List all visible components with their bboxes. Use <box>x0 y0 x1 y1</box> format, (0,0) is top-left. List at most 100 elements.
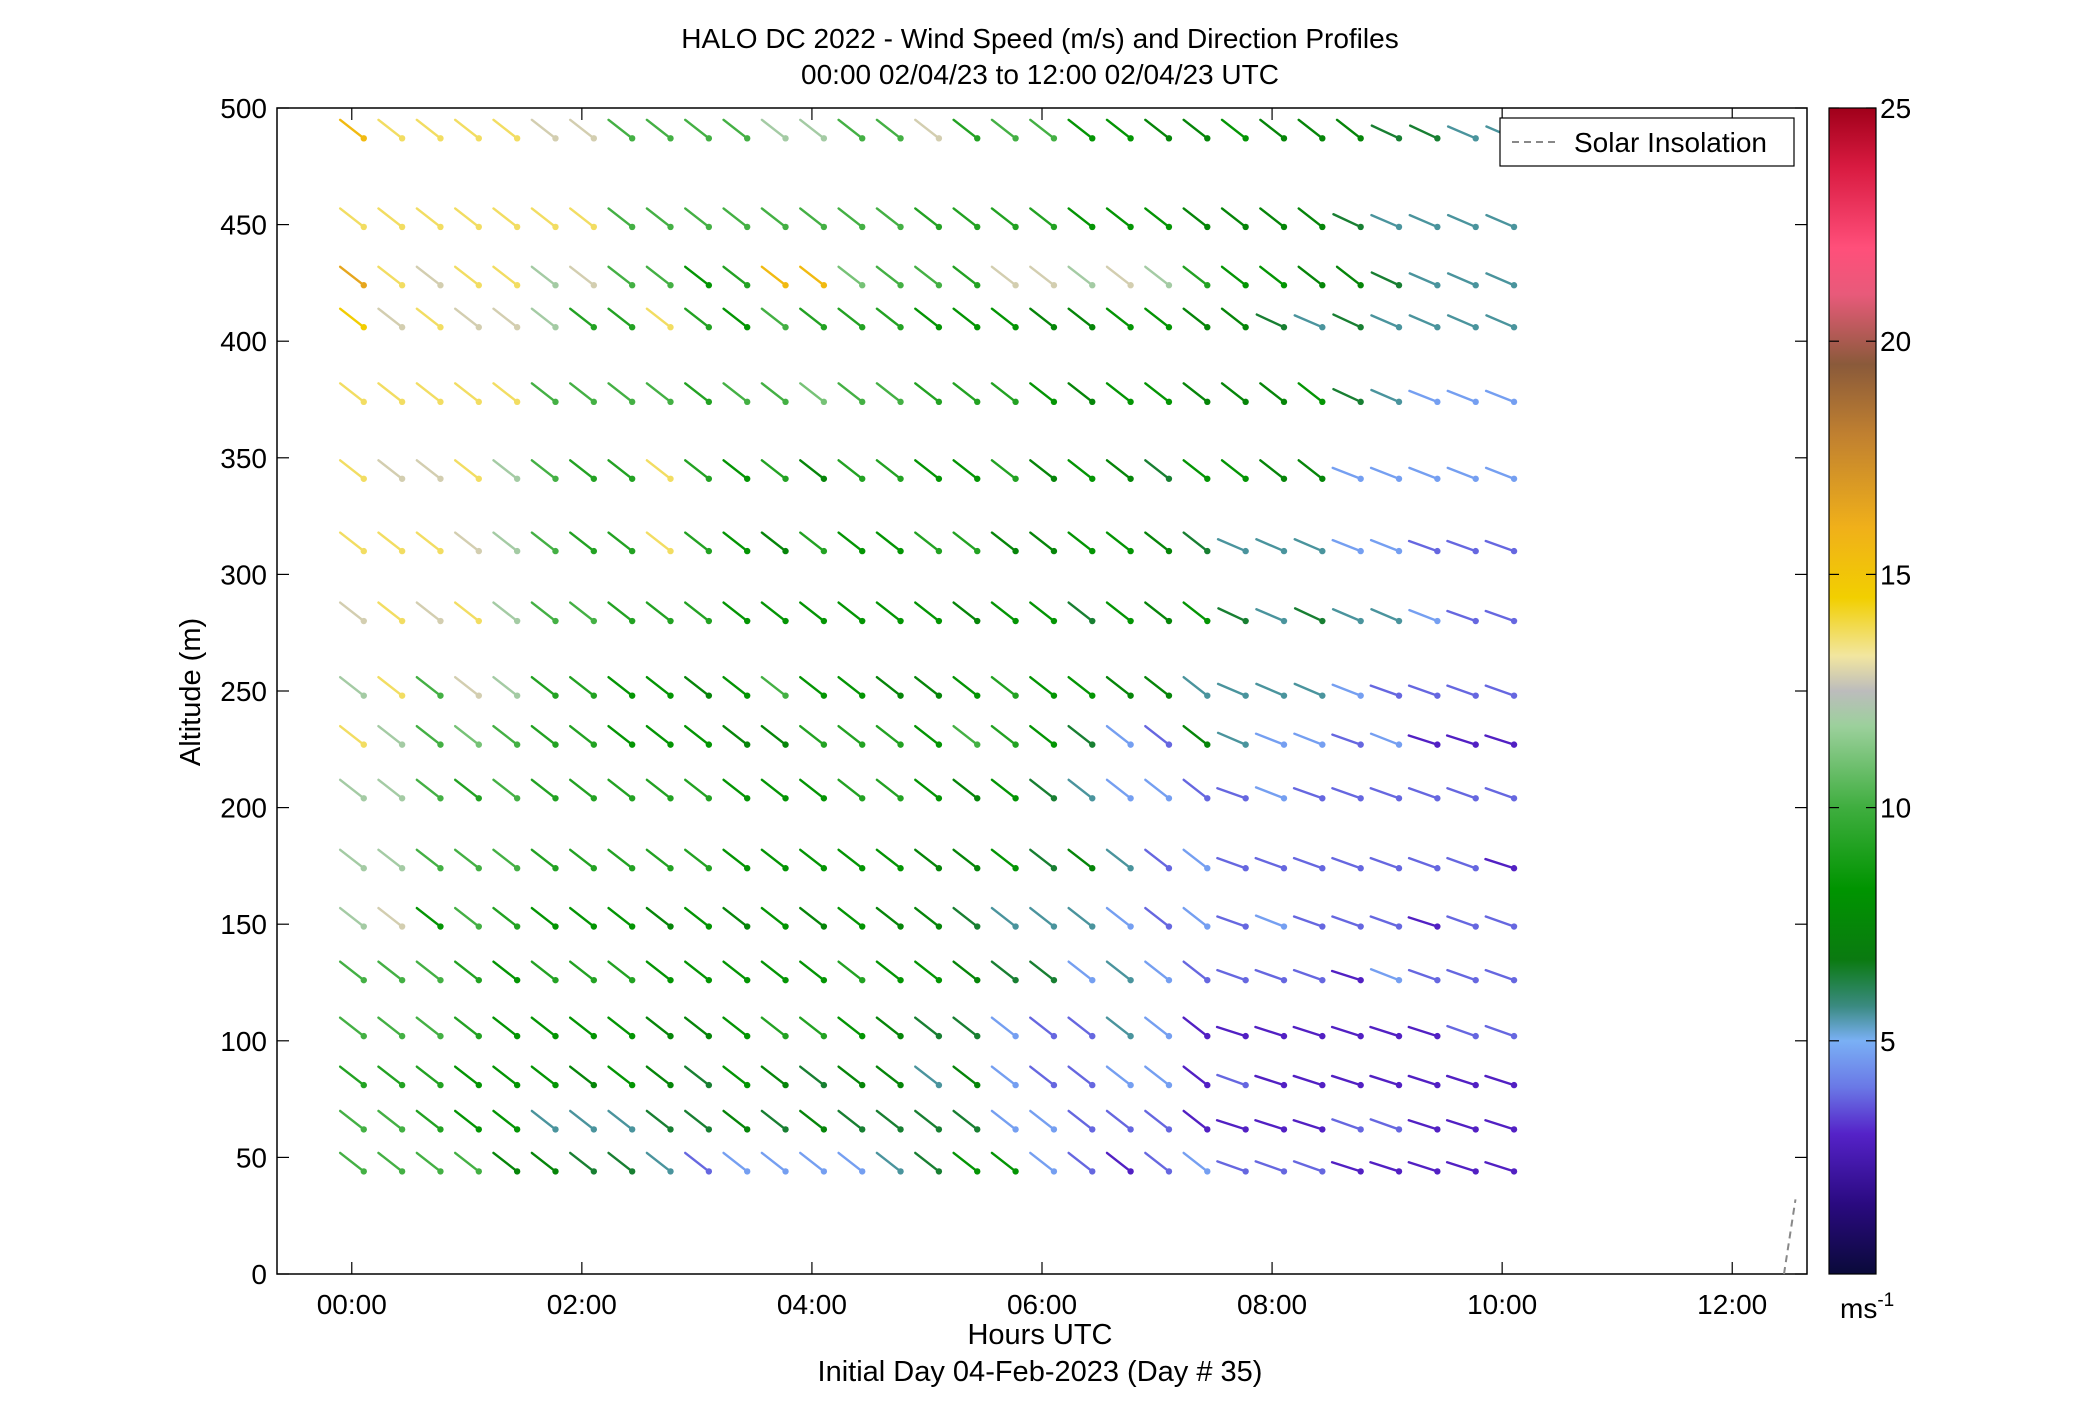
wind-vector-head <box>859 1168 866 1175</box>
wind-vector <box>338 382 365 404</box>
wind-vector-head <box>782 324 789 331</box>
wind-vector <box>1216 682 1247 697</box>
wind-vector-head <box>1395 1126 1403 1133</box>
wind-vector-head <box>1357 135 1364 142</box>
wind-vector <box>492 1109 519 1131</box>
wind-vector-head <box>1395 617 1403 625</box>
wind-vector-head <box>859 282 866 289</box>
wind-vector <box>1029 675 1056 697</box>
wind-vector <box>1144 307 1171 329</box>
wind-vector-head <box>1472 976 1479 984</box>
wind-vector-head <box>705 223 713 231</box>
wind-vector-head <box>552 1032 559 1040</box>
wind-vector-head <box>1089 324 1096 331</box>
wind-vector-head <box>897 135 904 142</box>
wind-vector-head <box>590 1126 598 1133</box>
wind-vector-head <box>1280 741 1288 748</box>
wind-vector <box>1292 915 1324 928</box>
wind-vector-head <box>1242 976 1249 984</box>
wind-vector-head <box>360 547 367 555</box>
wind-vector <box>684 906 711 928</box>
wind-vector-head <box>820 923 828 930</box>
wind-vector <box>837 459 864 480</box>
wind-vector-head <box>743 547 751 555</box>
wind-vector <box>722 118 749 140</box>
wind-vector <box>1182 675 1209 697</box>
wind-vector <box>1446 389 1477 404</box>
wind-vector <box>645 1065 672 1087</box>
wind-vector <box>1484 1024 1516 1038</box>
wind-vector <box>1254 1074 1286 1087</box>
wind-vector-head <box>897 223 904 231</box>
wind-vector <box>799 778 826 800</box>
wind-vector-head <box>1050 617 1058 625</box>
wind-vector-head <box>398 923 406 930</box>
x-axis: 00:00 02:00 04:00 06:00 08:00 10:00 12:00 <box>317 108 1767 1320</box>
wind-vector-head <box>935 617 943 625</box>
wind-vector-head <box>897 475 904 482</box>
wind-vector <box>1029 960 1056 982</box>
wind-vector <box>377 307 404 329</box>
wind-vector <box>837 382 864 404</box>
wind-vector <box>1369 856 1401 870</box>
wind-vector-head <box>513 398 521 406</box>
wind-vector <box>568 207 596 229</box>
wind-vector-head <box>897 1126 904 1133</box>
wind-vector <box>990 1016 1017 1038</box>
wind-vector <box>338 265 365 287</box>
wind-vector-head <box>1089 692 1096 699</box>
wind-vector-head <box>897 976 904 984</box>
wind-vector-head <box>1012 1032 1019 1040</box>
wind-vector-head <box>1434 135 1441 142</box>
wind-vector <box>914 118 941 140</box>
wind-vector-head <box>1434 795 1441 802</box>
wind-vector <box>1029 531 1056 553</box>
wind-vector <box>760 906 787 928</box>
wind-vector <box>415 1016 442 1038</box>
wind-vector-head <box>1089 1168 1096 1175</box>
wind-vector-head <box>859 1126 866 1133</box>
wind-vector <box>1254 732 1286 746</box>
wind-vector-head <box>1280 223 1288 231</box>
wind-vector <box>952 1151 979 1173</box>
x-tick-label: 06:00 <box>1007 1289 1077 1320</box>
wind-vector-head <box>859 692 866 699</box>
wind-vector-head <box>743 1081 751 1089</box>
wind-vector-head <box>475 795 483 802</box>
y-tick-label: 200 <box>220 793 267 824</box>
wind-vector <box>1254 856 1286 870</box>
wind-vector-head <box>1319 1168 1326 1175</box>
wind-vector <box>760 960 787 982</box>
wind-vector-head <box>743 865 751 872</box>
wind-vector-head <box>743 475 751 482</box>
wind-vector-head <box>1472 617 1479 625</box>
wind-vector-head <box>1395 923 1403 930</box>
wind-vector <box>1182 207 1209 229</box>
wind-vector <box>492 1065 519 1087</box>
wind-vector-head <box>1280 1032 1288 1040</box>
wind-vector-head <box>820 976 828 984</box>
wind-vector-head <box>1242 1168 1249 1175</box>
wind-vector-head <box>590 547 598 555</box>
wind-vector-head <box>1127 795 1134 802</box>
wind-vector-head <box>1472 923 1479 930</box>
wind-vector <box>952 1065 979 1087</box>
wind-vector-head <box>974 1032 981 1040</box>
wind-vector <box>1220 459 1247 480</box>
wind-vector-head <box>590 475 598 482</box>
wind-vector-head <box>1510 1168 1518 1175</box>
wind-vector-head <box>1357 1081 1364 1089</box>
wind-vector-head <box>1319 1126 1326 1133</box>
wind-vector-head <box>437 547 444 555</box>
wind-vector <box>990 778 1017 800</box>
wind-vector-head <box>743 692 751 699</box>
wind-vector <box>799 601 826 623</box>
wind-vector-head <box>820 741 828 748</box>
wind-vector <box>607 1016 634 1038</box>
wind-vector <box>1331 538 1362 553</box>
wind-vector-head <box>1089 617 1096 625</box>
wind-vector-head <box>935 398 943 406</box>
wind-vector-head <box>1280 1168 1288 1175</box>
wind-vector <box>338 307 365 329</box>
wind-vector-head <box>398 547 406 555</box>
